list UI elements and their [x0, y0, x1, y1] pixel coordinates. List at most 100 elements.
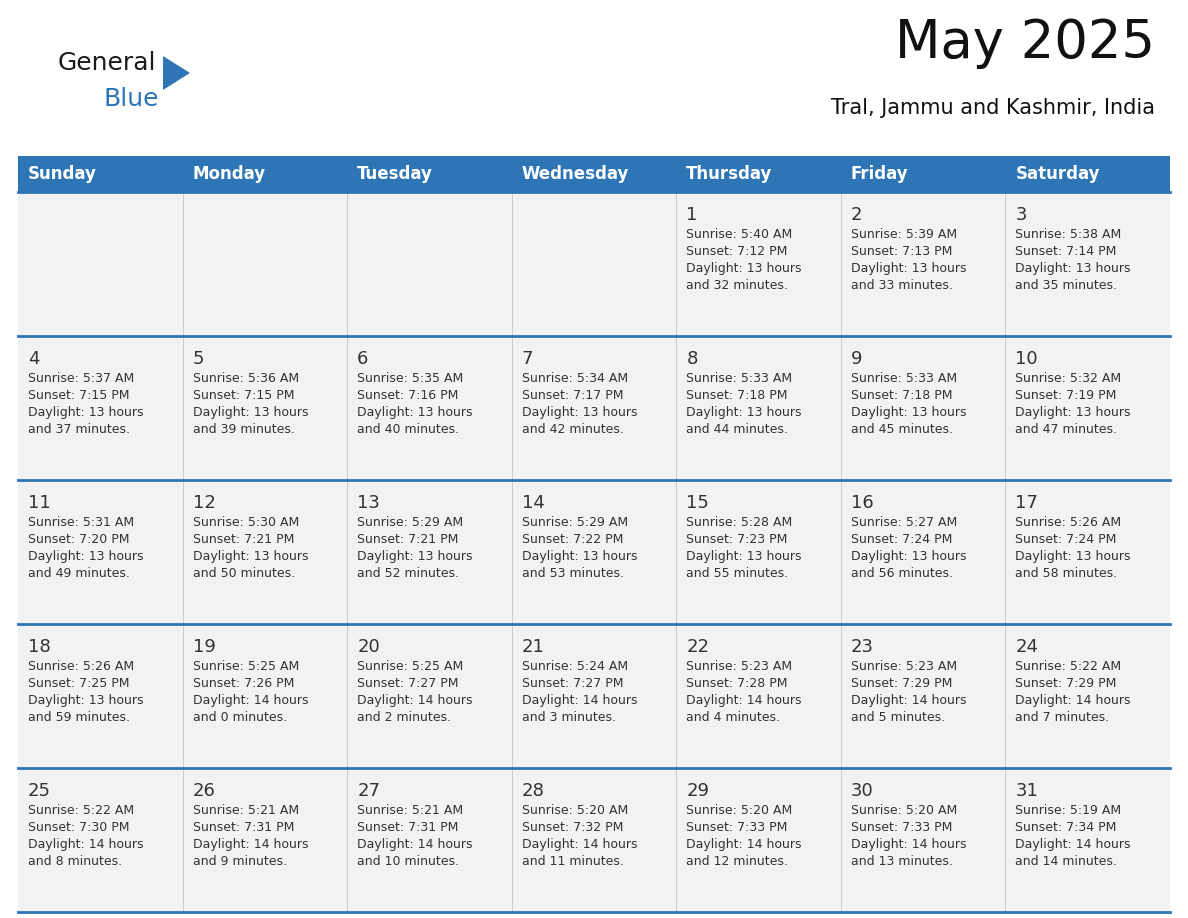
Text: 7: 7: [522, 350, 533, 368]
Text: 11: 11: [29, 494, 51, 512]
Text: 8: 8: [687, 350, 697, 368]
Text: General: General: [58, 51, 157, 75]
Text: Saturday: Saturday: [1016, 165, 1100, 183]
Text: and 52 minutes.: and 52 minutes.: [358, 567, 459, 580]
Text: Daylight: 13 hours: Daylight: 13 hours: [192, 406, 308, 419]
Text: and 8 minutes.: and 8 minutes.: [29, 855, 122, 868]
Text: Daylight: 14 hours: Daylight: 14 hours: [192, 838, 308, 851]
Text: Daylight: 13 hours: Daylight: 13 hours: [358, 406, 473, 419]
Text: and 3 minutes.: and 3 minutes.: [522, 711, 615, 724]
Text: Daylight: 13 hours: Daylight: 13 hours: [29, 406, 144, 419]
Text: Daylight: 14 hours: Daylight: 14 hours: [687, 838, 802, 851]
Text: Sunset: 7:15 PM: Sunset: 7:15 PM: [192, 389, 295, 402]
Text: Daylight: 14 hours: Daylight: 14 hours: [29, 838, 144, 851]
Text: Sunrise: 5:19 AM: Sunrise: 5:19 AM: [1016, 804, 1121, 817]
Text: 3: 3: [1016, 206, 1026, 224]
Bar: [18, 624, 1170, 768]
Text: Sunrise: 5:28 AM: Sunrise: 5:28 AM: [687, 516, 792, 529]
Text: 27: 27: [358, 782, 380, 800]
Text: Sunrise: 5:34 AM: Sunrise: 5:34 AM: [522, 372, 627, 385]
Text: Daylight: 13 hours: Daylight: 13 hours: [29, 694, 144, 707]
Text: and 33 minutes.: and 33 minutes.: [851, 279, 953, 292]
Text: Sunrise: 5:39 AM: Sunrise: 5:39 AM: [851, 228, 958, 241]
Text: Sunrise: 5:37 AM: Sunrise: 5:37 AM: [29, 372, 134, 385]
Text: 15: 15: [687, 494, 709, 512]
Text: and 47 minutes.: and 47 minutes.: [1016, 423, 1118, 436]
Text: Sunset: 7:30 PM: Sunset: 7:30 PM: [29, 821, 129, 834]
Text: Sunrise: 5:27 AM: Sunrise: 5:27 AM: [851, 516, 958, 529]
Text: and 39 minutes.: and 39 minutes.: [192, 423, 295, 436]
Text: and 9 minutes.: and 9 minutes.: [192, 855, 286, 868]
Text: Daylight: 13 hours: Daylight: 13 hours: [358, 550, 473, 563]
Text: 1: 1: [687, 206, 697, 224]
Text: Sunset: 7:33 PM: Sunset: 7:33 PM: [687, 821, 788, 834]
Text: Daylight: 14 hours: Daylight: 14 hours: [358, 694, 473, 707]
Text: 29: 29: [687, 782, 709, 800]
Text: Daylight: 14 hours: Daylight: 14 hours: [1016, 694, 1131, 707]
Bar: [18, 156, 1170, 192]
Text: and 0 minutes.: and 0 minutes.: [192, 711, 286, 724]
Text: Sunset: 7:17 PM: Sunset: 7:17 PM: [522, 389, 624, 402]
Text: Wednesday: Wednesday: [522, 165, 630, 183]
Bar: [18, 336, 1170, 480]
Text: Sunrise: 5:23 AM: Sunrise: 5:23 AM: [851, 660, 958, 673]
Text: Sunrise: 5:32 AM: Sunrise: 5:32 AM: [1016, 372, 1121, 385]
Text: and 42 minutes.: and 42 minutes.: [522, 423, 624, 436]
Text: Sunset: 7:34 PM: Sunset: 7:34 PM: [1016, 821, 1117, 834]
Text: and 7 minutes.: and 7 minutes.: [1016, 711, 1110, 724]
Text: Daylight: 13 hours: Daylight: 13 hours: [1016, 550, 1131, 563]
Text: Sunrise: 5:25 AM: Sunrise: 5:25 AM: [192, 660, 299, 673]
Text: 9: 9: [851, 350, 862, 368]
Text: Daylight: 13 hours: Daylight: 13 hours: [522, 550, 637, 563]
Text: Sunset: 7:28 PM: Sunset: 7:28 PM: [687, 677, 788, 690]
Text: Daylight: 14 hours: Daylight: 14 hours: [522, 838, 637, 851]
Text: Sunset: 7:14 PM: Sunset: 7:14 PM: [1016, 245, 1117, 258]
Text: and 13 minutes.: and 13 minutes.: [851, 855, 953, 868]
Bar: [18, 480, 1170, 624]
Text: 31: 31: [1016, 782, 1038, 800]
Text: Sunset: 7:24 PM: Sunset: 7:24 PM: [1016, 533, 1117, 546]
Text: Tuesday: Tuesday: [358, 165, 432, 183]
Text: Sunset: 7:24 PM: Sunset: 7:24 PM: [851, 533, 953, 546]
Text: Daylight: 13 hours: Daylight: 13 hours: [1016, 406, 1131, 419]
Text: 13: 13: [358, 494, 380, 512]
Text: 30: 30: [851, 782, 873, 800]
Text: Sunrise: 5:23 AM: Sunrise: 5:23 AM: [687, 660, 792, 673]
Text: 28: 28: [522, 782, 544, 800]
Bar: [18, 192, 1170, 336]
Text: Sunrise: 5:24 AM: Sunrise: 5:24 AM: [522, 660, 627, 673]
Text: and 45 minutes.: and 45 minutes.: [851, 423, 953, 436]
Text: Sunset: 7:27 PM: Sunset: 7:27 PM: [358, 677, 459, 690]
Text: Sunrise: 5:33 AM: Sunrise: 5:33 AM: [687, 372, 792, 385]
Text: 19: 19: [192, 638, 215, 656]
Text: 10: 10: [1016, 350, 1038, 368]
Text: Blue: Blue: [103, 87, 158, 111]
Text: Sunset: 7:31 PM: Sunset: 7:31 PM: [358, 821, 459, 834]
Text: and 50 minutes.: and 50 minutes.: [192, 567, 295, 580]
Text: Sunset: 7:29 PM: Sunset: 7:29 PM: [851, 677, 953, 690]
Text: Sunset: 7:13 PM: Sunset: 7:13 PM: [851, 245, 953, 258]
Text: 6: 6: [358, 350, 368, 368]
Text: Tral, Jammu and Kashmir, India: Tral, Jammu and Kashmir, India: [830, 98, 1155, 118]
Text: Daylight: 13 hours: Daylight: 13 hours: [1016, 262, 1131, 275]
Text: Daylight: 14 hours: Daylight: 14 hours: [851, 694, 966, 707]
Text: Thursday: Thursday: [687, 165, 772, 183]
Text: Daylight: 13 hours: Daylight: 13 hours: [851, 262, 966, 275]
Text: Sunrise: 5:25 AM: Sunrise: 5:25 AM: [358, 660, 463, 673]
Text: Sunset: 7:22 PM: Sunset: 7:22 PM: [522, 533, 623, 546]
Text: Sunrise: 5:30 AM: Sunrise: 5:30 AM: [192, 516, 299, 529]
Polygon shape: [163, 56, 190, 90]
Text: and 44 minutes.: and 44 minutes.: [687, 423, 788, 436]
Text: Sunrise: 5:20 AM: Sunrise: 5:20 AM: [687, 804, 792, 817]
Text: 25: 25: [29, 782, 51, 800]
Text: and 14 minutes.: and 14 minutes.: [1016, 855, 1117, 868]
Text: Sunset: 7:16 PM: Sunset: 7:16 PM: [358, 389, 459, 402]
Text: Sunset: 7:21 PM: Sunset: 7:21 PM: [358, 533, 459, 546]
Text: Sunrise: 5:29 AM: Sunrise: 5:29 AM: [358, 516, 463, 529]
Text: Sunset: 7:21 PM: Sunset: 7:21 PM: [192, 533, 293, 546]
Text: 14: 14: [522, 494, 544, 512]
Text: Sunrise: 5:22 AM: Sunrise: 5:22 AM: [29, 804, 134, 817]
Text: Sunrise: 5:21 AM: Sunrise: 5:21 AM: [358, 804, 463, 817]
Text: Daylight: 13 hours: Daylight: 13 hours: [851, 406, 966, 419]
Text: and 12 minutes.: and 12 minutes.: [687, 855, 788, 868]
